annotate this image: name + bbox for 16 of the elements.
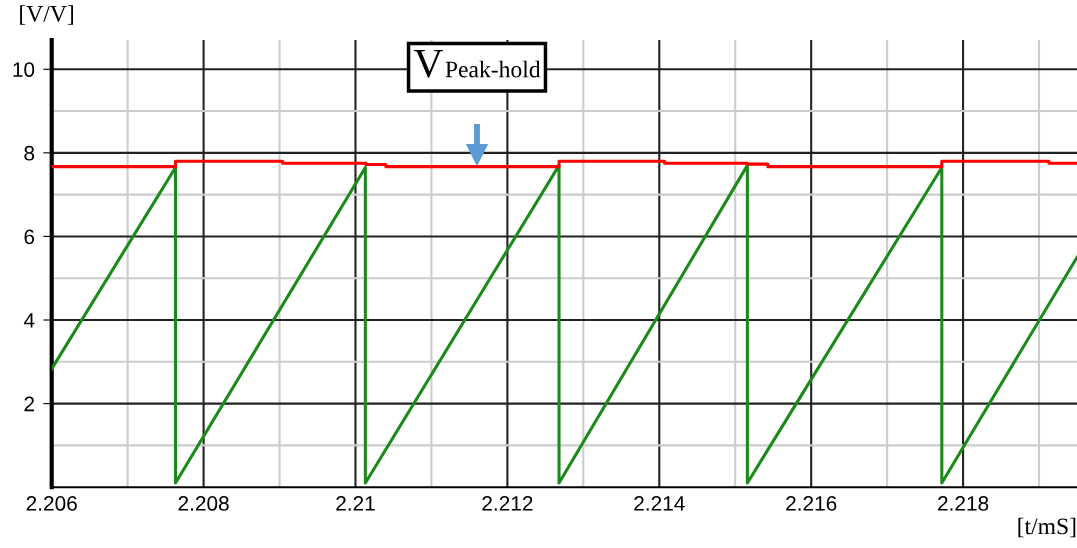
x-tick-label: 2.216 [786,496,837,511]
y-tick-label: 6 [24,229,35,245]
x-tick-label: 2.218 [938,496,989,511]
y-tick-label: 8 [24,145,35,161]
x-tick-label: 2.214 [634,496,685,511]
x-tick-label: 2.206 [26,496,77,511]
y-tick-label: 2 [24,396,34,412]
y-axis-title: [V/V] [20,5,74,25]
y-tick-label: 10 [13,62,35,78]
annotation: VPeak-hold [413,49,541,78]
line-series [51,163,1077,485]
x-tick-label: 2.21 [336,496,375,511]
x-axis-title: [t/mS] [1018,517,1076,538]
y-tick-label: 4 [23,313,35,328]
x-tick-label: 2.208 [178,496,229,511]
x-tick-label: 2.212 [482,496,533,511]
